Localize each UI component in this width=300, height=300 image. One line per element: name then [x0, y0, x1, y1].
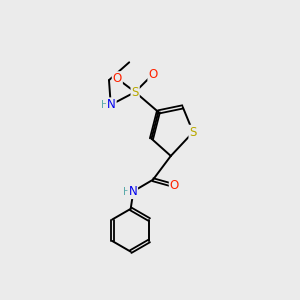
- Text: N: N: [107, 98, 116, 111]
- Text: S: S: [131, 85, 139, 98]
- Text: O: O: [113, 72, 122, 85]
- Text: O: O: [148, 68, 158, 81]
- Text: H: H: [123, 187, 131, 196]
- Text: N: N: [128, 185, 137, 198]
- Text: H: H: [101, 100, 109, 110]
- Text: O: O: [170, 179, 179, 192]
- Text: S: S: [189, 126, 197, 139]
